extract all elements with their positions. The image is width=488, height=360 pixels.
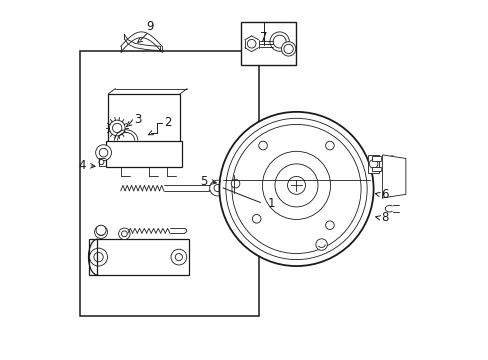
Circle shape	[269, 32, 289, 51]
Circle shape	[94, 252, 103, 262]
Circle shape	[247, 40, 255, 48]
Bar	[108, 94, 180, 144]
Text: 2: 2	[163, 116, 171, 129]
Bar	[106, 140, 182, 167]
Circle shape	[325, 141, 333, 150]
Bar	[367, 155, 378, 173]
Circle shape	[231, 179, 239, 188]
Text: 3: 3	[134, 113, 142, 126]
Text: 7: 7	[259, 31, 267, 44]
Circle shape	[121, 231, 127, 237]
Circle shape	[281, 42, 295, 56]
Circle shape	[252, 215, 261, 223]
Text: 5: 5	[200, 175, 207, 188]
Circle shape	[99, 159, 104, 165]
Circle shape	[96, 145, 111, 161]
Circle shape	[97, 228, 104, 235]
Bar	[371, 156, 380, 161]
Circle shape	[96, 225, 106, 235]
Circle shape	[388, 188, 394, 194]
Bar	[241, 22, 296, 65]
Circle shape	[258, 141, 267, 150]
Text: 6: 6	[380, 188, 387, 201]
Circle shape	[225, 118, 366, 260]
Circle shape	[89, 248, 107, 266]
Bar	[371, 167, 380, 171]
Circle shape	[284, 44, 293, 54]
Circle shape	[109, 120, 125, 136]
Circle shape	[273, 35, 285, 48]
Bar	[88, 239, 188, 275]
Circle shape	[385, 165, 400, 181]
Circle shape	[209, 180, 225, 196]
Bar	[80, 51, 258, 316]
Circle shape	[175, 253, 182, 261]
Circle shape	[262, 151, 330, 220]
Circle shape	[214, 184, 221, 192]
Circle shape	[368, 159, 377, 168]
Text: 8: 8	[380, 211, 387, 224]
Text: 1: 1	[267, 197, 275, 210]
Circle shape	[231, 125, 360, 253]
Circle shape	[99, 148, 108, 157]
Text: 9: 9	[146, 20, 153, 33]
Polygon shape	[382, 155, 405, 198]
Circle shape	[388, 156, 394, 161]
Circle shape	[219, 112, 373, 266]
Circle shape	[325, 221, 333, 230]
Circle shape	[274, 164, 317, 207]
Circle shape	[171, 249, 186, 265]
Circle shape	[287, 176, 305, 194]
Circle shape	[315, 239, 326, 250]
Text: 4: 4	[79, 159, 86, 172]
Circle shape	[119, 228, 130, 239]
Circle shape	[94, 226, 107, 238]
Circle shape	[112, 123, 122, 133]
